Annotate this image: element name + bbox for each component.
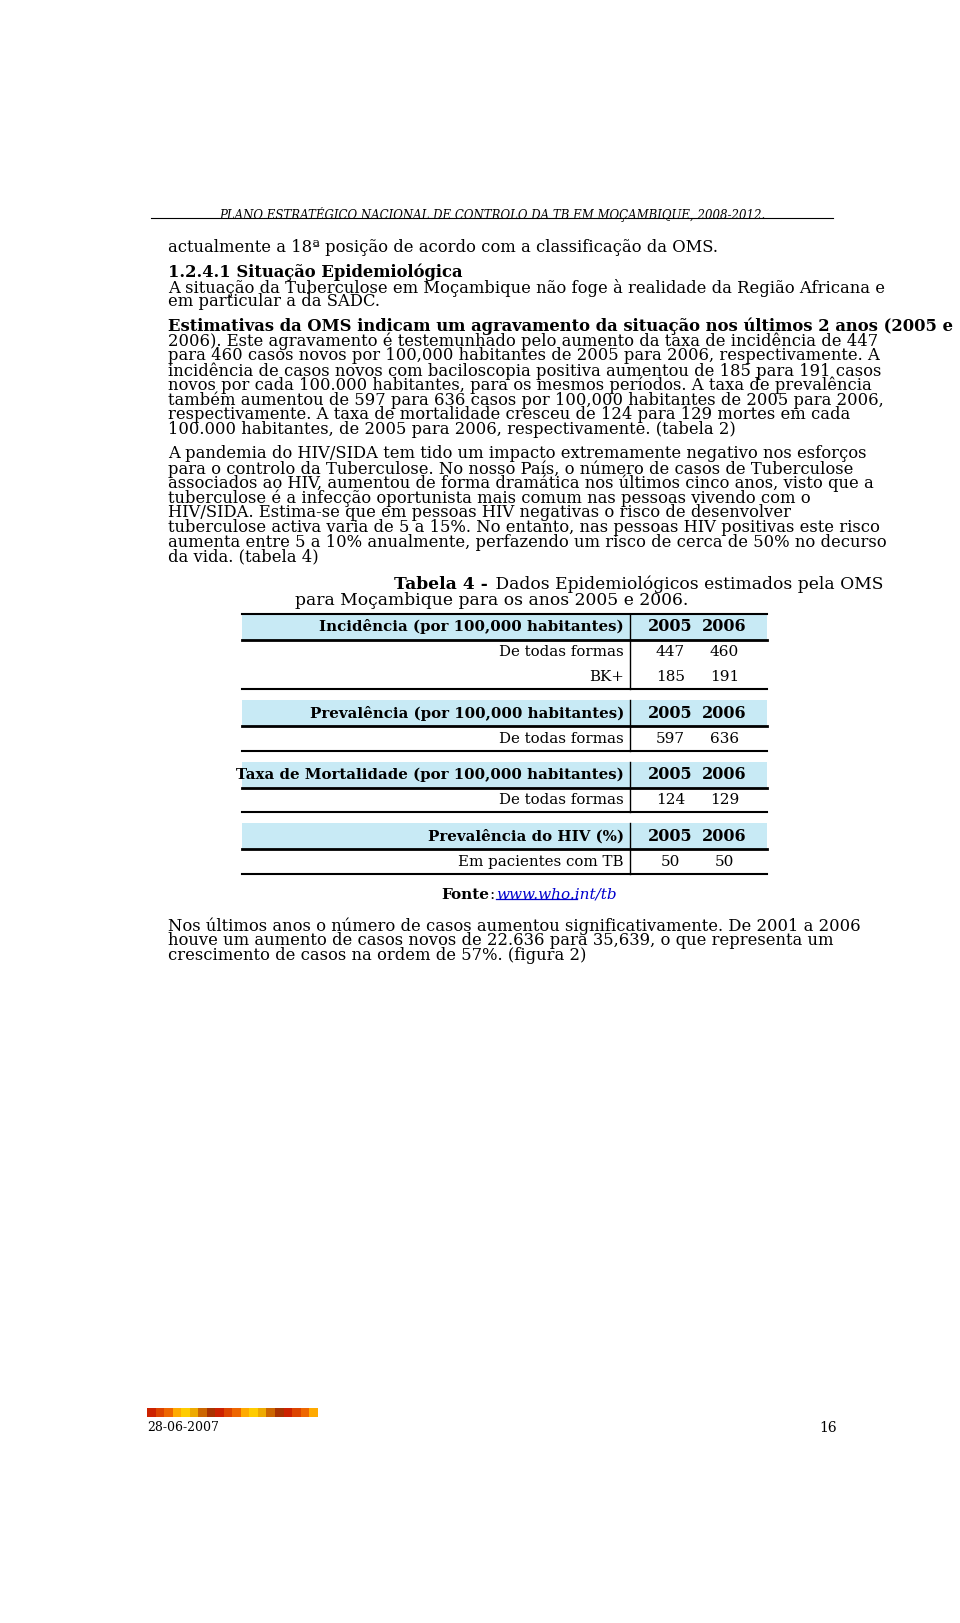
Text: De todas formas: De todas formas [499, 732, 624, 745]
Text: 50: 50 [660, 855, 680, 868]
Bar [275, 1407, 283, 1417]
Bar [292, 1407, 300, 1417]
Text: 447: 447 [656, 646, 684, 659]
Text: 2006: 2006 [702, 828, 747, 846]
Bar [283, 1407, 292, 1417]
Bar [206, 1407, 215, 1417]
Text: aumenta entre 5 a 10% anualmente, perfazendo um risco de cerca de 50% no decurso: aumenta entre 5 a 10% anualmente, perfaz… [168, 534, 887, 550]
Text: 2006: 2006 [702, 704, 747, 722]
Text: Dados Epidemiológicos estimados pela OMS: Dados Epidemiológicos estimados pela OMS [490, 576, 883, 592]
Text: Prevalência do HIV (%): Prevalência do HIV (%) [428, 829, 624, 844]
Text: 2006). Este agravamento é testemunhado pelo aumento da taxa de incidência de 447: 2006). Este agravamento é testemunhado p… [168, 333, 878, 351]
Text: HIV/SIDA. Estima-se que em pessoas HIV negativas o risco de desenvolver: HIV/SIDA. Estima-se que em pessoas HIV n… [168, 505, 791, 521]
Bar [309, 1407, 318, 1417]
Text: 191: 191 [709, 670, 739, 683]
Text: associados ao HIV, aumentou de forma dramática nos últimos cinco anos, visto que: associados ao HIV, aumentou de forma dra… [168, 476, 874, 492]
Text: BK+: BK+ [588, 670, 624, 683]
Text: 636: 636 [710, 732, 739, 745]
Text: 2006: 2006 [702, 618, 747, 635]
Text: actualmente a 18ª posição de acordo com a classificação da OMS.: actualmente a 18ª posição de acordo com … [168, 240, 718, 256]
Bar [258, 1407, 267, 1417]
Text: 460: 460 [709, 646, 739, 659]
Text: 50: 50 [715, 855, 734, 868]
Text: Fonte: Fonte [442, 888, 490, 902]
Text: Em pacientes com TB: Em pacientes com TB [458, 855, 624, 868]
Bar [224, 1407, 232, 1417]
Bar [181, 1407, 190, 1417]
Text: A situação da Tuberculose em Moçambique não foge à realidade da Região Africana : A situação da Tuberculose em Moçambique … [168, 279, 885, 297]
Bar [243, 700, 767, 725]
Bar [243, 761, 767, 787]
Text: 16: 16 [819, 1422, 837, 1435]
Bar [190, 1407, 199, 1417]
Text: 185: 185 [656, 670, 684, 683]
Text: para o controlo da Tuberculose. No nosso País, o número de casos de Tuberculose: para o controlo da Tuberculose. No nosso… [168, 461, 853, 477]
Text: www.who.int/tb: www.who.int/tb [496, 888, 616, 902]
Bar [241, 1407, 250, 1417]
Bar [243, 613, 767, 639]
Text: A pandemia do HIV/SIDA tem tido um impacto extremamente negativo nos esforços: A pandemia do HIV/SIDA tem tido um impac… [168, 445, 867, 463]
Text: também aumentou de 597 para 636 casos por 100,000 habitantes de 2005 para 2006,: também aumentou de 597 para 636 casos po… [168, 391, 884, 409]
Text: 2005: 2005 [648, 704, 692, 722]
Text: respectivamente. A taxa de mortalidade cresceu de 124 para 129 mortes em cada: respectivamente. A taxa de mortalidade c… [168, 406, 851, 424]
Bar [199, 1407, 206, 1417]
Text: tuberculose é a infecção oportunista mais comum nas pessoas vivendo com o: tuberculose é a infecção oportunista mai… [168, 490, 810, 506]
Text: Prevalência (por 100,000 habitantes): Prevalência (por 100,000 habitantes) [309, 706, 624, 721]
Text: :: : [490, 888, 500, 902]
Text: para 460 casos novos por 100,000 habitantes de 2005 para 2006, respectivamente. : para 460 casos novos por 100,000 habitan… [168, 347, 880, 364]
Text: 124: 124 [656, 794, 684, 807]
Bar [147, 1407, 156, 1417]
Text: 129: 129 [709, 794, 739, 807]
Text: Nos últimos anos o número de casos aumentou significativamente. De 2001 a 2006: Nos últimos anos o número de casos aumen… [168, 917, 861, 935]
Text: PLANO ESTRATÉGICO NACIONAL DE CONTROLO DA TB EM MOÇAMBIQUE, 2008-2012.: PLANO ESTRATÉGICO NACIONAL DE CONTROLO D… [219, 208, 765, 222]
Bar [267, 1407, 275, 1417]
Text: Estimativas da OMS indicam um agravamento da situação nos últimos 2 anos (2005 e: Estimativas da OMS indicam um agravament… [168, 318, 953, 336]
Text: Incidência (por 100,000 habitantes): Incidência (por 100,000 habitantes) [319, 620, 624, 635]
Bar [173, 1407, 181, 1417]
Text: 28-06-2007: 28-06-2007 [147, 1422, 219, 1435]
Text: da vida. (tabela 4): da vida. (tabela 4) [168, 549, 319, 565]
Text: Tabela 4 -: Tabela 4 - [395, 576, 488, 592]
Text: 100.000 habitantes, de 2005 para 2006, respectivamente. (tabela 2): 100.000 habitantes, de 2005 para 2006, r… [168, 420, 735, 438]
Text: crescimento de casos na ordem de 57%. (figura 2): crescimento de casos na ordem de 57%. (f… [168, 946, 587, 964]
Text: para Moçambique para os anos 2005 e 2006.: para Moçambique para os anos 2005 e 2006… [296, 592, 688, 609]
Bar [215, 1407, 224, 1417]
Text: Taxa de Mortalidade (por 100,000 habitantes): Taxa de Mortalidade (por 100,000 habitan… [236, 768, 624, 782]
Text: 597: 597 [656, 732, 684, 745]
Text: 2006: 2006 [702, 766, 747, 784]
Text: 2005: 2005 [648, 766, 692, 784]
Text: De todas formas: De todas formas [499, 794, 624, 807]
Text: novos por cada 100.000 habitantes, para os mesmos períodos. A taxa de prevalênci: novos por cada 100.000 habitantes, para … [168, 377, 872, 394]
Text: tuberculose activa varia de 5 a 15%. No entanto, nas pessoas HIV positivas este : tuberculose activa varia de 5 a 15%. No … [168, 519, 880, 536]
Bar [250, 1407, 258, 1417]
Text: em particular a da SADC.: em particular a da SADC. [168, 294, 380, 310]
Text: houve um aumento de casos novos de 22.636 para 35,639, o que representa um: houve um aumento de casos novos de 22.63… [168, 932, 833, 949]
Bar [243, 823, 767, 849]
Text: 2005: 2005 [648, 618, 692, 635]
Text: De todas formas: De todas formas [499, 646, 624, 659]
Bar [164, 1407, 173, 1417]
Bar [156, 1407, 164, 1417]
Text: 2005: 2005 [648, 828, 692, 846]
Text: 1.2.4.1 Situação Epidemiológica: 1.2.4.1 Situação Epidemiológica [168, 265, 463, 281]
Bar [300, 1407, 309, 1417]
Bar [232, 1407, 241, 1417]
Text: incidência de casos novos com baciloscopia positiva aumentou de 185 para 191 cas: incidência de casos novos com baciloscop… [168, 362, 881, 380]
